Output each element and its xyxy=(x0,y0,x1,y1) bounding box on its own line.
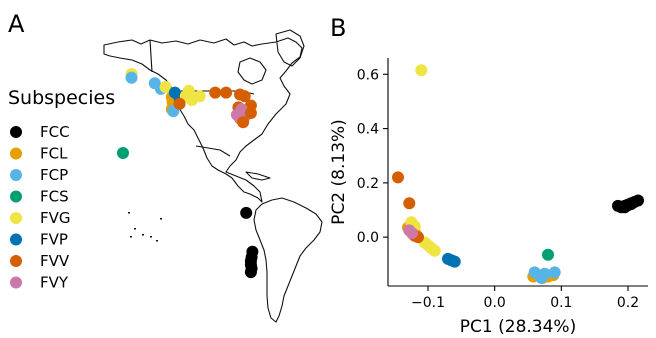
legend-label-fvg: FVG xyxy=(40,209,71,227)
cuba-outline xyxy=(245,171,271,181)
pca-scatter-plot: 0.00.20.40.6 −0.1 0.0 0.1 0.2 PC1 (28.34%) … xyxy=(329,58,648,337)
map-point-fvv xyxy=(244,107,257,119)
map-point-fvv xyxy=(238,90,251,103)
x-axis-label: PC1 (28.34%) xyxy=(460,317,576,337)
y-tick-label: 0.6 xyxy=(357,67,379,83)
pca-point-fcs xyxy=(542,248,554,261)
north-america-coastline xyxy=(103,37,303,203)
map-sample-points xyxy=(117,68,259,279)
us-mexico-border xyxy=(195,145,231,157)
x-tick-label: 0.0 xyxy=(484,295,506,311)
alaska-border xyxy=(149,39,153,73)
map-point-fvv xyxy=(209,86,222,99)
hudson-bay-outline xyxy=(237,57,267,85)
greenland-outline xyxy=(275,29,305,67)
map-point-fcs xyxy=(117,147,129,159)
panel-label-b: B xyxy=(330,14,346,42)
map-point-fvv xyxy=(237,116,250,129)
legend-marker-fvy xyxy=(10,276,22,289)
map-point-fcc xyxy=(244,266,257,279)
legend-marker-fvv xyxy=(10,255,22,267)
x-ticks: −0.1 0.0 0.1 0.2 xyxy=(411,286,639,311)
pca-point-fcc xyxy=(625,198,638,210)
legend-marker-fcc xyxy=(10,126,22,138)
map-point-fvg xyxy=(193,90,206,103)
island-speck xyxy=(128,212,130,214)
legend-label-fcc: FCC xyxy=(40,123,70,141)
island-speck xyxy=(160,218,162,220)
island-speck xyxy=(156,240,158,242)
island-speck xyxy=(134,228,136,230)
x-tick-label: 0.1 xyxy=(550,295,572,311)
pca-point-fcp xyxy=(548,266,561,279)
legend-label-fcl: FCL xyxy=(40,145,68,163)
x-tick-label: −0.1 xyxy=(411,295,445,311)
pca-points xyxy=(392,64,644,284)
legend: Subspecies FCC FCL FCP FCS FVG FVP FVV FVY xyxy=(8,87,115,292)
legend-marker-fcs xyxy=(10,190,22,203)
legend-marker-fvp xyxy=(10,233,22,246)
south-america-coastline xyxy=(253,197,323,323)
pca-point-fvy xyxy=(406,227,418,240)
legend-marker-fvg xyxy=(10,212,22,224)
pca-point-fvp xyxy=(448,255,461,268)
legend-label-fcp: FCP xyxy=(40,166,68,184)
legend-items: FCC FCL FCP FCS FVG FVP FVV FVY xyxy=(10,123,71,292)
island-speck xyxy=(130,236,132,238)
map-point-fvg xyxy=(182,84,195,97)
pca-point-fvg xyxy=(415,64,428,77)
pca-point-fcp xyxy=(538,267,551,280)
y-tick-label: 0.2 xyxy=(357,176,379,192)
legend-marker-fcp xyxy=(10,169,22,181)
legend-title: Subspecies xyxy=(8,87,115,109)
y-ticks: 0.0 0.2 0.4 0.6 xyxy=(357,67,388,246)
y-tick-label: 0.0 xyxy=(357,230,379,246)
map-point-fvg xyxy=(159,81,172,93)
legend-label-fvy: FVY xyxy=(40,274,69,292)
panel-label-a: A xyxy=(8,10,25,38)
hawaii-islands xyxy=(128,212,162,242)
legend-label-fvv: FVV xyxy=(40,252,70,270)
island-speck xyxy=(150,236,152,238)
map-point-fvv xyxy=(173,97,186,110)
map-point-fvv xyxy=(220,86,233,99)
pca-point-fvg xyxy=(422,239,434,252)
pca-point-fvv xyxy=(392,171,404,184)
legend-label-fvp: FVP xyxy=(40,231,68,249)
legend-label-fcs: FCS xyxy=(40,188,69,206)
pca-point-fvv xyxy=(403,197,416,210)
y-axis-label: PC2 (8.13%) xyxy=(329,119,349,225)
map-point-fvp xyxy=(168,86,181,99)
map-point-fcc xyxy=(240,206,253,219)
island-speck xyxy=(142,234,144,236)
legend-marker-fcl xyxy=(10,147,22,160)
y-tick-label: 0.4 xyxy=(357,122,379,138)
map-point-fcp xyxy=(125,71,138,84)
x-tick-label: 0.2 xyxy=(617,295,639,311)
